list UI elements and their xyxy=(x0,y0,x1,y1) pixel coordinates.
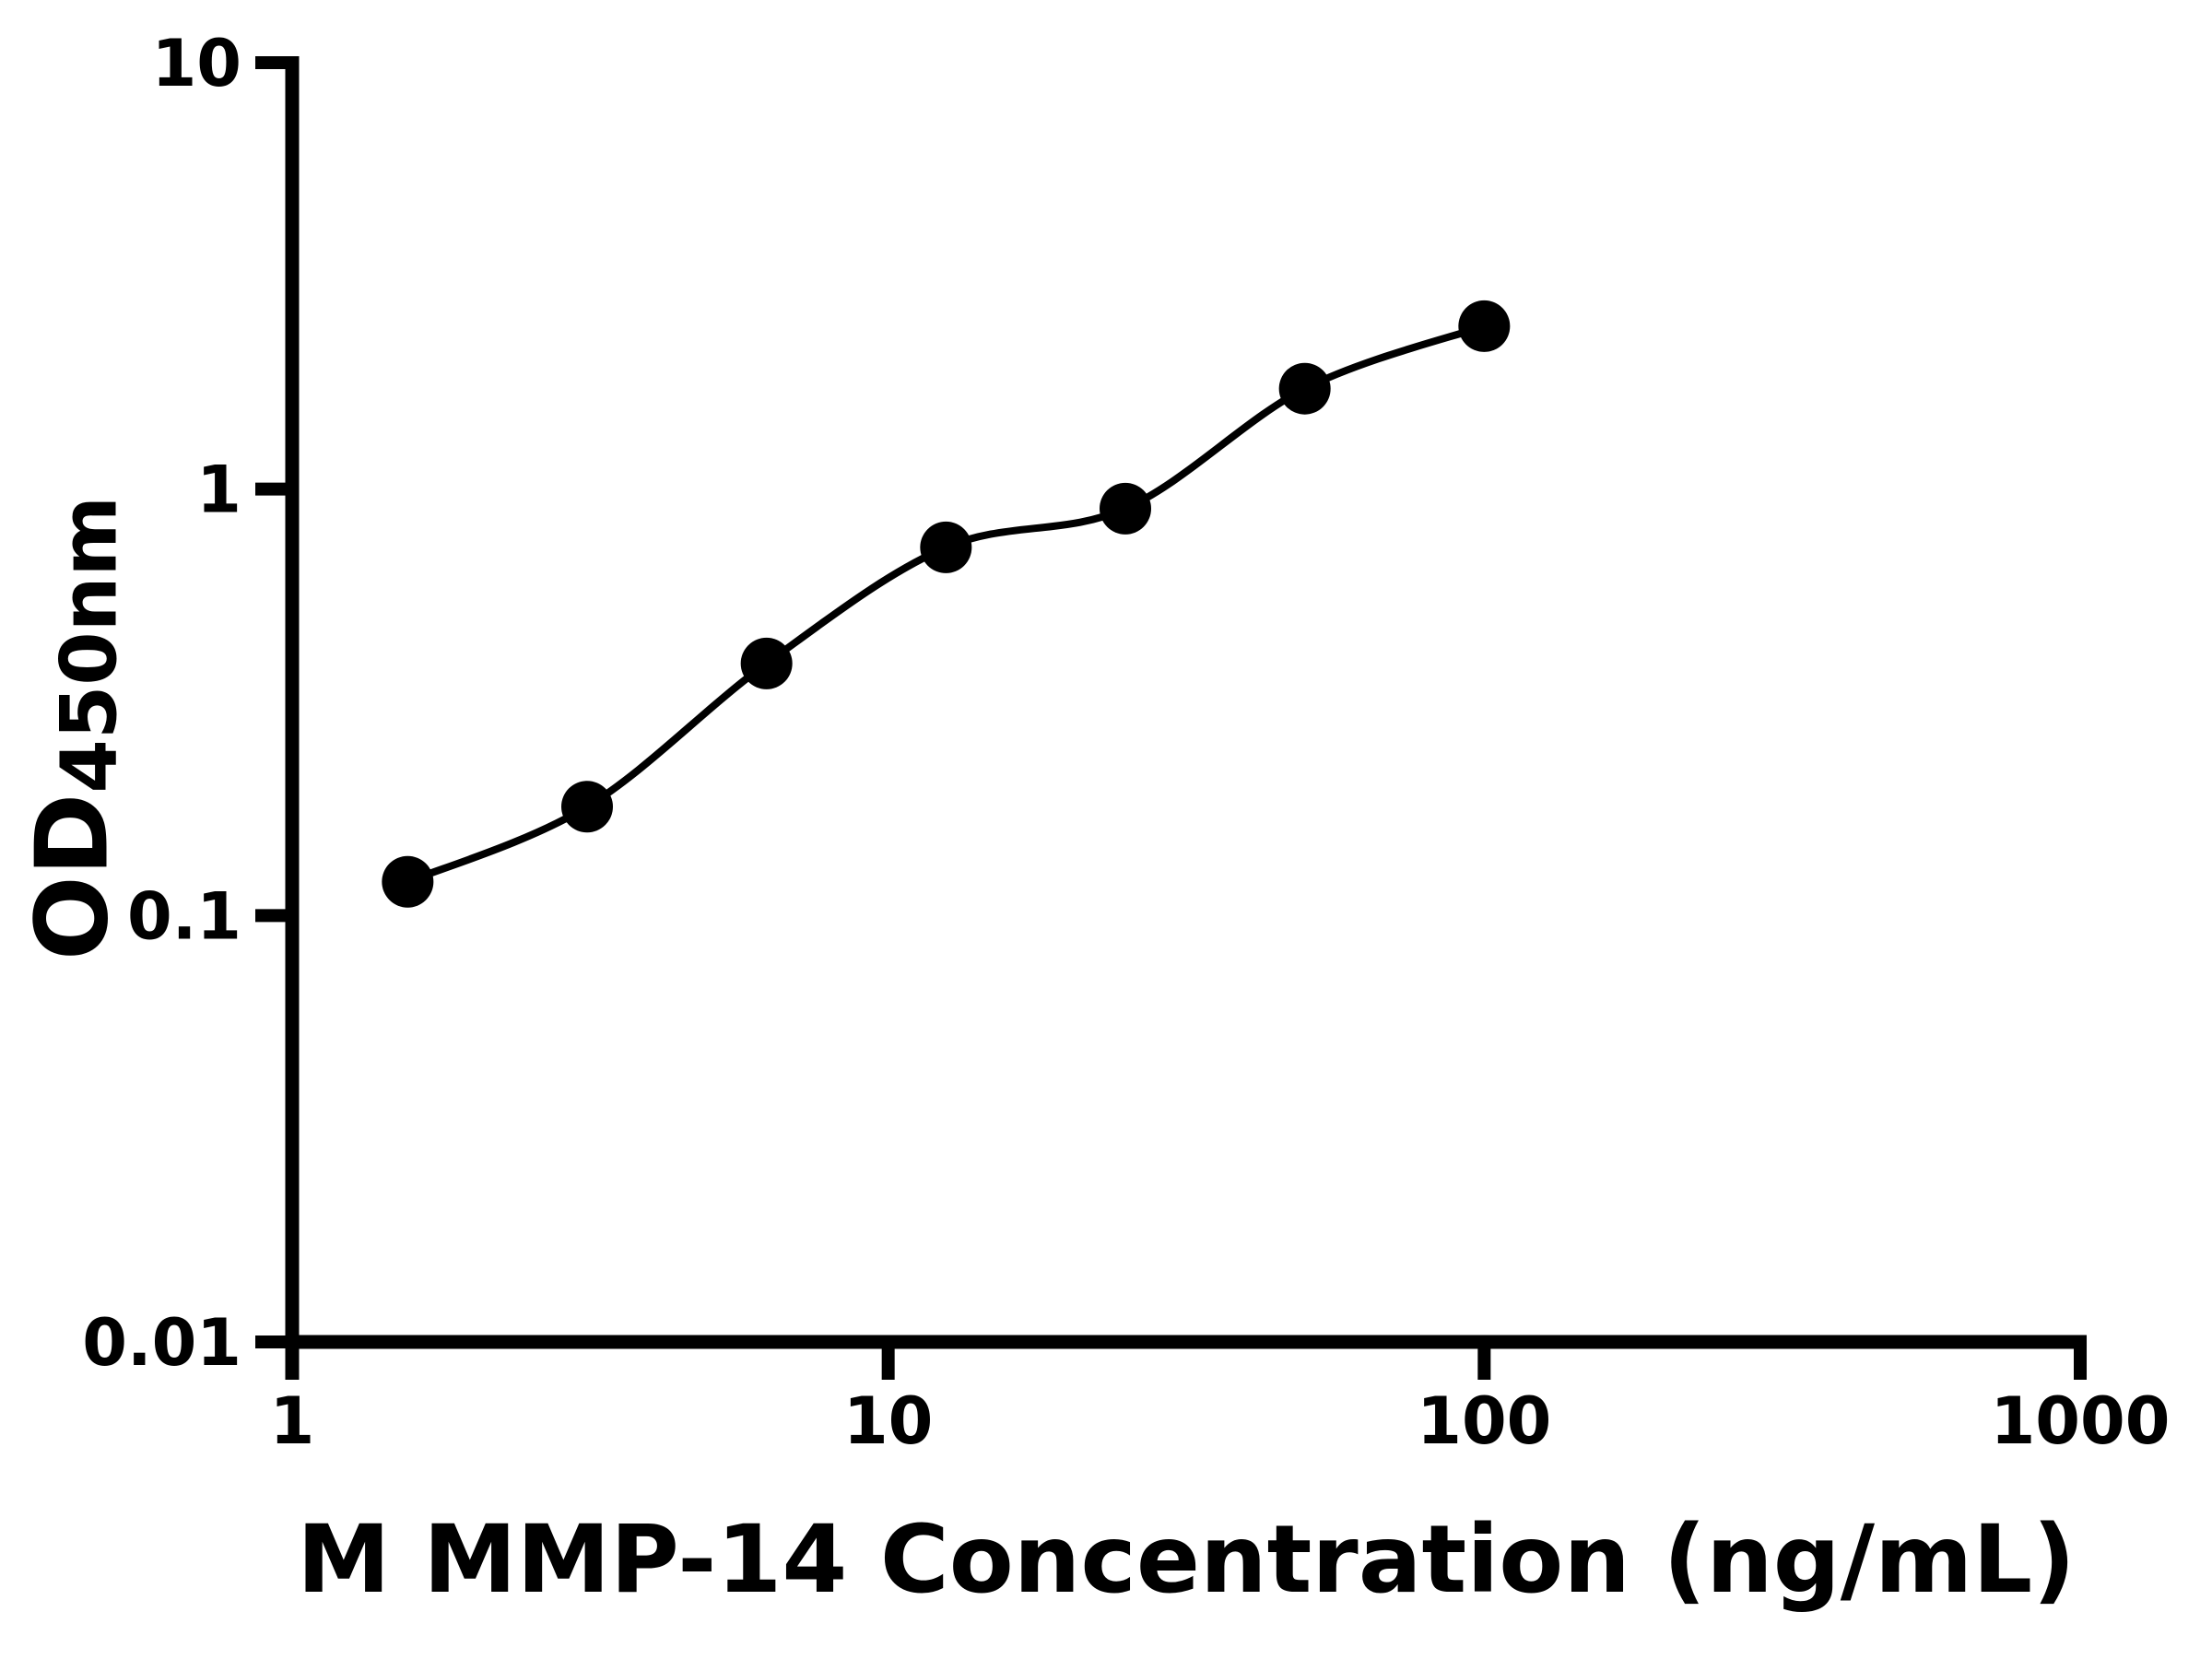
y-tick-label-0.01: 0.01 xyxy=(82,1305,241,1381)
x-axis-title: M MMP-14 Concentration (ng/mL) xyxy=(297,1505,2076,1615)
data-point-1 xyxy=(382,855,434,908)
y-tick-label-0.1: 0.1 xyxy=(127,878,241,954)
y-axis-title: OD450nm xyxy=(16,496,135,960)
y-axis-title-subscript: 450nm xyxy=(43,495,135,794)
y-tick-label-10: 10 xyxy=(152,26,241,101)
x-tick-label-100: 100 xyxy=(1417,1383,1551,1459)
x-tick-label-1: 1 xyxy=(270,1383,315,1459)
data-point-7 xyxy=(1458,300,1511,352)
data-point-6 xyxy=(1278,362,1331,415)
data-point-2 xyxy=(561,781,614,833)
data-point-3 xyxy=(740,637,793,689)
y-axis-title-main: OD xyxy=(15,793,131,961)
data-point-4 xyxy=(920,521,972,573)
data-point-5 xyxy=(1100,482,1152,535)
y-tick-label-1: 1 xyxy=(196,453,241,528)
x-tick-label-10: 10 xyxy=(843,1383,933,1459)
x-tick-label-1000: 1000 xyxy=(1991,1383,2171,1459)
